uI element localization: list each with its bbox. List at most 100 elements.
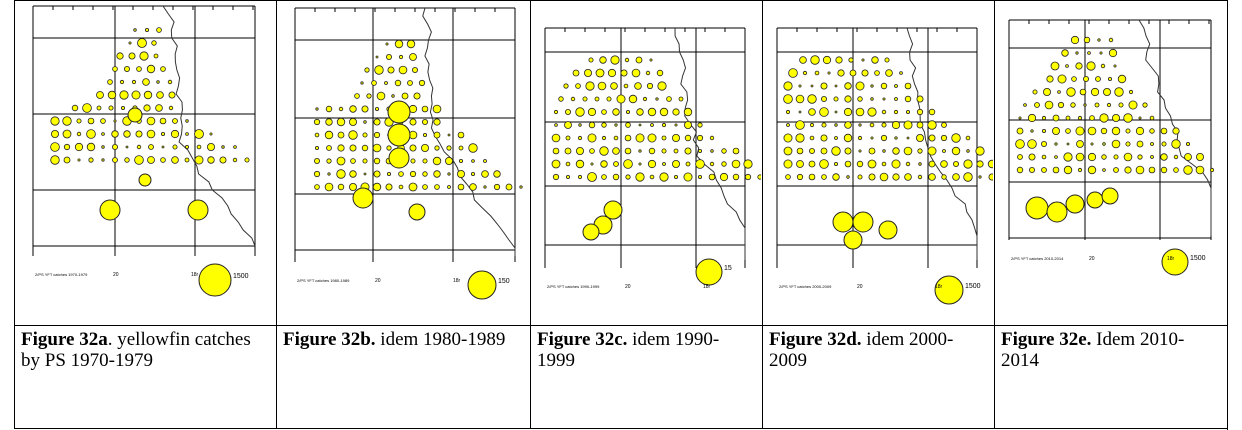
catch-dot xyxy=(1083,103,1087,107)
catch-dot xyxy=(783,146,793,156)
catch-dot xyxy=(870,136,874,140)
catch-dot xyxy=(371,80,377,86)
catch-dot xyxy=(207,156,215,164)
catch-dot xyxy=(1065,128,1071,134)
catch-dot xyxy=(483,159,487,163)
catch-dot xyxy=(657,81,667,91)
catch-dot xyxy=(821,96,828,103)
catch-dot xyxy=(148,144,154,150)
catch-dot xyxy=(683,107,693,117)
catch-dot xyxy=(620,69,628,77)
catch-dot xyxy=(601,174,607,180)
catch-dot xyxy=(696,134,704,142)
catch-dot xyxy=(1052,127,1061,136)
catch-dot-large xyxy=(582,223,600,241)
catch-dot xyxy=(471,159,475,163)
catch-dot xyxy=(324,130,334,140)
catch-dot xyxy=(808,173,816,181)
catch-dot xyxy=(659,172,669,182)
catch-dot xyxy=(1137,154,1143,160)
catch-dot xyxy=(564,147,572,155)
catch-map-1980: 2/PS YFT catches 1980-1989 20 18r 150 xyxy=(294,7,523,300)
catch-dot xyxy=(1018,116,1022,120)
catch-dot xyxy=(612,108,620,116)
catch-dot xyxy=(631,68,641,78)
catch-dot xyxy=(674,123,678,127)
catch-dot xyxy=(809,147,816,154)
catch-dot xyxy=(951,133,961,143)
catch-dot xyxy=(119,79,125,85)
catch-dot xyxy=(566,174,571,179)
catch-dot xyxy=(832,173,840,181)
catch-dot xyxy=(221,145,225,149)
catch-dot xyxy=(232,157,238,163)
catch-dot xyxy=(623,83,629,89)
catch-dot xyxy=(988,173,996,181)
catch-dot xyxy=(649,58,653,62)
catch-dot xyxy=(433,170,441,178)
coastline xyxy=(906,27,978,260)
catch-dot xyxy=(1128,89,1134,95)
catch-dot xyxy=(833,96,839,102)
scale-label: 1500 xyxy=(965,283,981,290)
catch-dot-large xyxy=(852,211,874,233)
figure-table: 2/PS YFT catches 1970-1979 20 18r 1500 2/PS… xyxy=(14,0,1228,430)
catch-dot xyxy=(1149,115,1155,121)
catch-dot xyxy=(350,158,356,164)
scale-circle xyxy=(695,258,723,286)
catch-dot xyxy=(156,91,164,99)
catch-dot xyxy=(373,157,381,165)
caption-cell-32b: Figure 32b. idem 1980-1989 xyxy=(276,326,530,429)
catch-dot xyxy=(1160,153,1168,161)
catch-dot xyxy=(844,160,852,168)
catch-dot xyxy=(940,134,948,142)
catch-dot xyxy=(123,130,131,138)
catch-dot xyxy=(434,145,440,151)
catch-dot xyxy=(916,121,924,129)
catch-dot xyxy=(313,170,321,178)
catch-dot xyxy=(144,27,149,32)
catch-dot xyxy=(422,171,428,177)
catch-dot xyxy=(1094,102,1100,108)
catch-dot xyxy=(975,146,985,156)
catch-dot xyxy=(783,81,793,91)
catch-dot xyxy=(1118,102,1124,108)
catch-dot xyxy=(101,132,105,136)
catch-dot xyxy=(796,147,804,155)
catch-dot xyxy=(565,109,572,116)
catch-dot xyxy=(635,133,645,143)
catch-dot xyxy=(894,84,898,88)
catch-dot xyxy=(468,143,478,153)
catch-dot-large xyxy=(1025,196,1049,220)
catch-dot xyxy=(809,122,815,128)
caption-text-32b: idem 1980-1989 xyxy=(375,329,506,350)
catch-dot xyxy=(928,173,936,181)
catch-dot xyxy=(565,161,571,167)
catch-dot xyxy=(62,116,72,126)
catch-dot xyxy=(821,174,827,180)
catch-dot xyxy=(684,134,692,142)
catch-dot xyxy=(1172,127,1180,135)
catch-dot xyxy=(387,171,392,176)
catch-dot xyxy=(881,109,887,115)
catch-dot xyxy=(625,174,631,180)
map-label: 2/PS YFT catches 1970-1979 xyxy=(35,272,88,277)
catch-dot xyxy=(386,54,393,61)
catch-dot xyxy=(1023,103,1027,107)
catch-dot xyxy=(903,146,913,156)
catch-dot xyxy=(124,66,131,73)
catch-dot xyxy=(837,69,845,77)
catch-dot xyxy=(584,69,593,78)
catch-dot xyxy=(1065,64,1069,68)
catch-dot xyxy=(861,69,869,77)
catch-dot xyxy=(1083,36,1091,44)
catch-dot xyxy=(599,146,609,156)
catch-dot xyxy=(142,78,150,86)
catch-dot xyxy=(575,107,585,117)
catch-dot xyxy=(337,144,345,152)
catch-dot xyxy=(1106,102,1112,108)
catch-dot xyxy=(1123,113,1133,123)
catch-dot-large xyxy=(878,220,898,240)
catch-dot xyxy=(107,79,113,85)
catch-dot xyxy=(458,158,463,163)
